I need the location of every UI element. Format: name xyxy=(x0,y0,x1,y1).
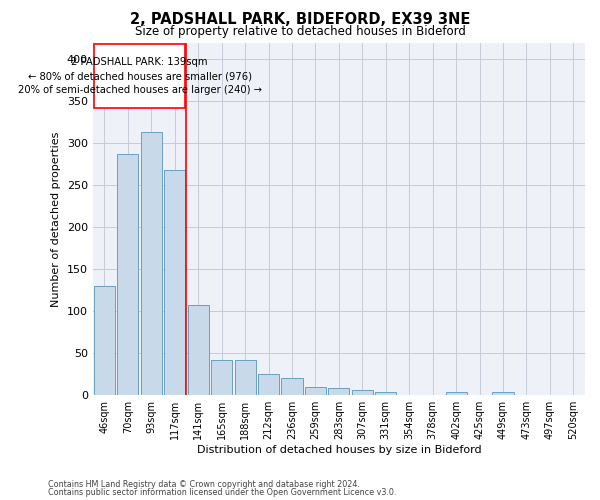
FancyBboxPatch shape xyxy=(94,44,185,108)
Text: Contains public sector information licensed under the Open Government Licence v3: Contains public sector information licen… xyxy=(48,488,397,497)
Bar xyxy=(352,390,373,395)
Text: 2, PADSHALL PARK, BIDEFORD, EX39 3NE: 2, PADSHALL PARK, BIDEFORD, EX39 3NE xyxy=(130,12,470,28)
Bar xyxy=(94,286,115,395)
Bar xyxy=(375,392,396,395)
Bar xyxy=(446,392,467,395)
Text: Size of property relative to detached houses in Bideford: Size of property relative to detached ho… xyxy=(134,25,466,38)
Bar xyxy=(211,360,232,395)
X-axis label: Distribution of detached houses by size in Bideford: Distribution of detached houses by size … xyxy=(197,445,481,455)
Text: 2 PADSHALL PARK: 139sqm
← 80% of detached houses are smaller (976)
20% of semi-d: 2 PADSHALL PARK: 139sqm ← 80% of detache… xyxy=(17,57,262,95)
Bar xyxy=(141,132,162,395)
Bar xyxy=(328,388,349,395)
Bar xyxy=(258,374,279,395)
Text: Contains HM Land Registry data © Crown copyright and database right 2024.: Contains HM Land Registry data © Crown c… xyxy=(48,480,360,489)
Bar xyxy=(235,360,256,395)
Bar xyxy=(188,304,209,395)
Bar xyxy=(118,154,139,395)
Bar xyxy=(164,170,185,395)
Bar xyxy=(493,392,514,395)
Y-axis label: Number of detached properties: Number of detached properties xyxy=(51,131,61,306)
Bar xyxy=(305,387,326,395)
Bar xyxy=(281,378,302,395)
